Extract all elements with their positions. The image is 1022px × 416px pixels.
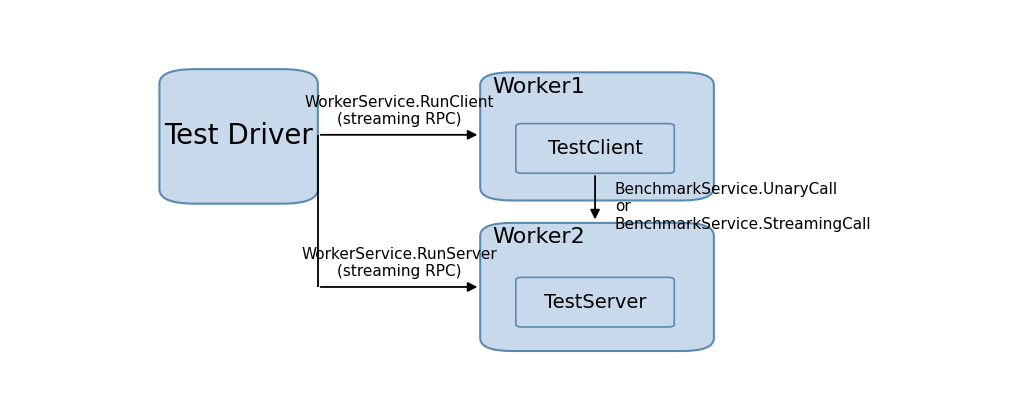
FancyBboxPatch shape	[480, 72, 713, 201]
Text: Worker2: Worker2	[493, 227, 585, 247]
FancyBboxPatch shape	[480, 223, 713, 351]
FancyBboxPatch shape	[516, 277, 675, 327]
Text: WorkerService.RunServer
(streaming RPC): WorkerService.RunServer (streaming RPC)	[301, 247, 498, 279]
Text: TestServer: TestServer	[544, 292, 646, 312]
FancyBboxPatch shape	[516, 124, 675, 173]
Text: BenchmarkService.UnaryCall
or
BenchmarkService.StreamingCall: BenchmarkService.UnaryCall or BenchmarkS…	[615, 182, 872, 232]
FancyBboxPatch shape	[159, 69, 318, 204]
Text: TestClient: TestClient	[548, 139, 643, 158]
Text: Test Driver: Test Driver	[165, 122, 313, 151]
Text: Worker1: Worker1	[493, 77, 585, 97]
Text: WorkerService.RunClient
(streaming RPC): WorkerService.RunClient (streaming RPC)	[305, 94, 495, 127]
